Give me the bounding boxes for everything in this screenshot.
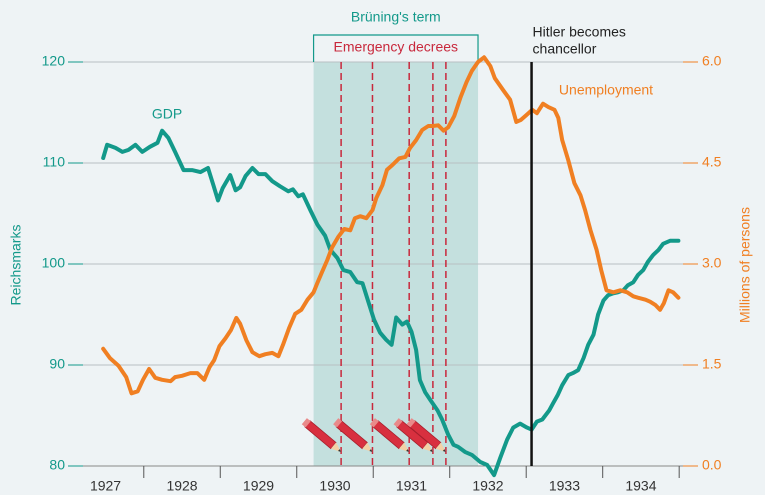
x-tick-label: 1930 (319, 478, 350, 494)
term-bracket (312, 34, 479, 62)
pencil-lead (406, 449, 410, 452)
pencil-end (369, 418, 379, 428)
decrees-label: Emergency decrees (334, 39, 459, 55)
y2-tick-label: 4.5 (702, 154, 722, 170)
pencil-tip (330, 442, 342, 452)
pencil-icon (333, 418, 373, 452)
y-tick-label: 90 (49, 356, 65, 372)
x-tick-label: 1932 (472, 478, 503, 494)
pencil-icon (301, 418, 342, 452)
pencil-icon (369, 418, 410, 452)
pencil-lead (369, 449, 373, 452)
pencil-lead (338, 449, 342, 452)
pencil-end (333, 418, 343, 428)
x-tick-label: 1933 (549, 478, 580, 494)
x-tick-label: 1931 (396, 478, 427, 494)
y2-tick-label: 3.0 (702, 255, 722, 271)
pencil-icon (406, 418, 446, 452)
series-line (101, 128, 681, 478)
x-tick-label: 1934 (625, 478, 656, 494)
x-tick-label: 1928 (166, 478, 197, 494)
x-tick-label: 1929 (243, 478, 274, 494)
pencil-tip (398, 442, 410, 452)
y-tick-label: 80 (49, 457, 65, 473)
y-tick-label: 100 (42, 255, 66, 271)
chancellor-label: chancellor (533, 41, 597, 57)
chancellor-label: Hitler becomes (533, 24, 626, 40)
pencil-end (301, 418, 311, 428)
pencil-tip (362, 442, 373, 452)
y-tick-label: 110 (43, 154, 66, 170)
pencil-lead (429, 449, 433, 452)
y2-axis-title: Millions of persons (737, 207, 753, 323)
series-line (101, 55, 681, 396)
term-label: Brüning's term (351, 9, 441, 25)
pencil-end (393, 418, 403, 428)
y2-tick-label: 6.0 (702, 53, 722, 69)
pencil-lead (442, 449, 446, 452)
pencil-end (406, 418, 416, 428)
y2-tick-label: 1.5 (702, 356, 722, 372)
x-tick-label: 1927 (90, 478, 121, 494)
series-label: Unemployment (559, 82, 653, 98)
pencil-tip (435, 442, 446, 452)
y-tick-label: 120 (42, 53, 66, 69)
series-label: GDP (152, 106, 182, 122)
pencil-tip (422, 442, 433, 452)
y-axis-title: Reichsmarks (8, 225, 24, 306)
y2-tick-label: 0.0 (702, 457, 722, 473)
